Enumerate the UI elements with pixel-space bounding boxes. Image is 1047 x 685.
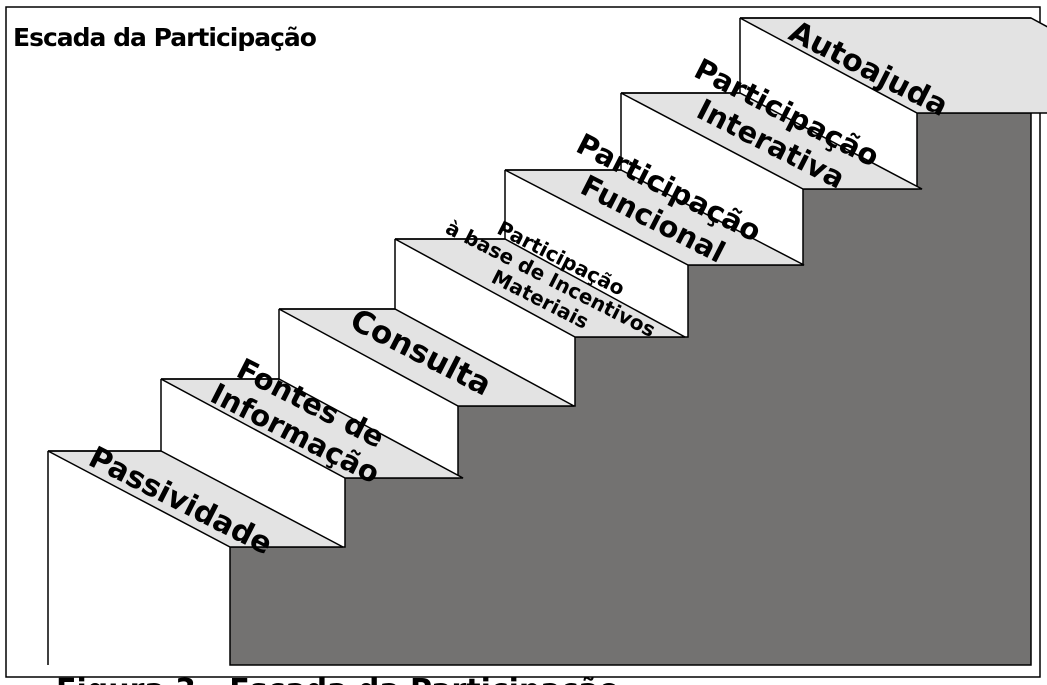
diagram-frame [5,6,1041,678]
diagram-title: Escada da Participação [13,23,317,52]
figure-caption: Figura 3 - Escada da Participação [56,673,619,685]
steps-group [47,17,1047,665]
